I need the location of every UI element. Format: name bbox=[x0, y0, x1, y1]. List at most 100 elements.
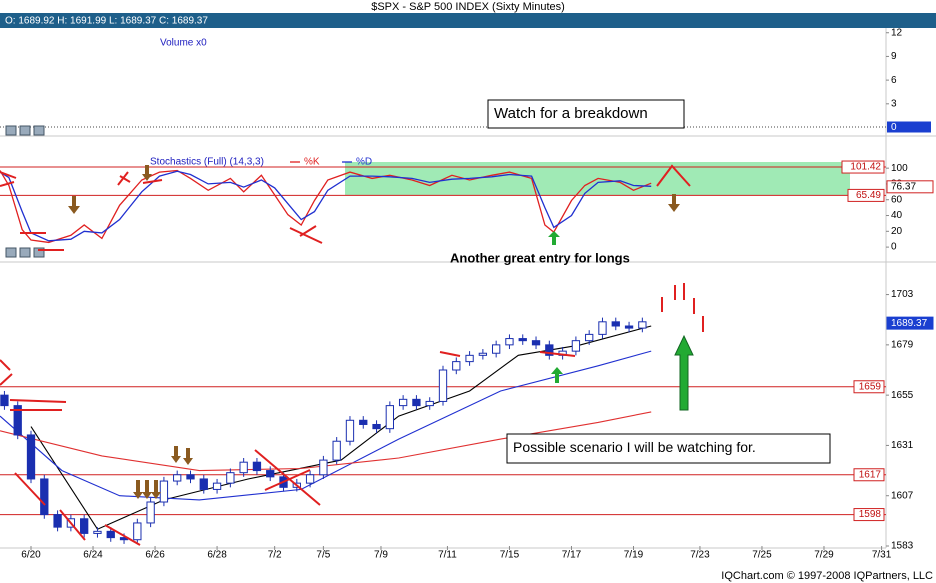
candle-body bbox=[571, 340, 581, 352]
x-tick-label: 6/26 bbox=[145, 550, 165, 561]
candle-body bbox=[212, 482, 222, 490]
x-tick-label: 6/24 bbox=[83, 550, 103, 561]
candle-body bbox=[359, 419, 368, 425]
candle-body bbox=[372, 423, 381, 430]
annotation: Possible scenario I will be watching for… bbox=[513, 439, 756, 455]
candle-body bbox=[133, 522, 142, 541]
candle-body bbox=[425, 400, 434, 407]
x-tick-label: 6/20 bbox=[21, 550, 41, 561]
candle-body bbox=[186, 474, 195, 480]
y-tick-label: 1703 bbox=[891, 289, 914, 300]
tick-box bbox=[887, 121, 931, 133]
candle-body bbox=[478, 352, 488, 356]
y-tick-label: 1607 bbox=[891, 490, 914, 501]
candle-body bbox=[438, 369, 448, 402]
candle-body bbox=[585, 333, 594, 342]
candle-body bbox=[518, 338, 527, 342]
candle-body bbox=[146, 501, 155, 524]
x-tick-label: 7/11 bbox=[438, 550, 457, 561]
level-label: 65.49 bbox=[856, 190, 881, 201]
y-tick-label: 1583 bbox=[891, 541, 914, 552]
candle-body bbox=[624, 325, 634, 329]
y-tick-label: 100 bbox=[891, 163, 908, 174]
candle-body bbox=[53, 514, 62, 528]
candle-body bbox=[173, 474, 182, 482]
candle-body bbox=[80, 518, 89, 534]
x-tick-label: 7/5 bbox=[316, 550, 330, 561]
y-tick-label: 40 bbox=[891, 210, 903, 221]
candle-body bbox=[226, 472, 235, 484]
panel-title: Stochastics (Full) (14,3,3) bbox=[150, 157, 264, 168]
x-tick-label: 7/23 bbox=[690, 550, 710, 561]
info-bar bbox=[0, 13, 936, 28]
candle-body bbox=[345, 419, 355, 442]
annotation: Another great entry for longs bbox=[450, 250, 630, 265]
candle-body bbox=[40, 478, 49, 516]
annotation-box bbox=[506, 433, 831, 464]
candle-body bbox=[465, 354, 474, 363]
chart-title: $SPX - S&P 500 INDEX (Sixty Minutes) bbox=[371, 1, 565, 13]
annotation: Watch for a breakdown bbox=[494, 105, 648, 122]
arrows bbox=[68, 165, 694, 499]
last-value-box bbox=[886, 180, 934, 194]
candle-body bbox=[305, 474, 315, 484]
panel-title: Volume x0 bbox=[160, 38, 207, 49]
ohlc-text: O: 1689.92 H: 1691.99 L: 1689.37 C: 1689… bbox=[5, 16, 208, 27]
panel-buttons[interactable] bbox=[5, 247, 45, 258]
last-value-label: 76.37 bbox=[891, 181, 916, 192]
candle-body bbox=[159, 480, 169, 503]
annotation-box bbox=[487, 99, 685, 129]
candle-body bbox=[199, 478, 208, 490]
y-tick-label: 3 bbox=[891, 98, 897, 109]
candle-body bbox=[398, 398, 408, 407]
candle-body bbox=[531, 340, 541, 346]
level-label: 1659 bbox=[859, 381, 882, 392]
candle-body bbox=[505, 338, 514, 346]
last-value-box bbox=[886, 316, 934, 330]
level-box bbox=[853, 468, 885, 482]
y-tick-label: 0 bbox=[891, 242, 897, 253]
candle-body bbox=[545, 344, 554, 356]
y-tick-label: 1655 bbox=[891, 390, 914, 401]
x-tick-label: 7/29 bbox=[814, 550, 834, 561]
moving-average bbox=[0, 411, 652, 472]
candle-body bbox=[492, 344, 501, 354]
candle-body bbox=[106, 530, 115, 539]
panel-buttons[interactable] bbox=[5, 125, 45, 136]
level-label: 1617 bbox=[859, 469, 882, 480]
level-label: 101.42 bbox=[850, 162, 881, 173]
level-label: 1598 bbox=[859, 509, 882, 520]
candle-body bbox=[452, 361, 461, 371]
x-tick-label: 7/2 bbox=[268, 550, 282, 561]
x-tick-label: 7/9 bbox=[374, 550, 388, 561]
drawn-lines bbox=[0, 164, 704, 546]
candle-body bbox=[266, 470, 275, 478]
y-tick-label: 0 bbox=[891, 122, 897, 133]
legend-label: %D bbox=[356, 157, 372, 168]
candle-body bbox=[26, 434, 36, 480]
x-tick-label: 7/15 bbox=[500, 550, 520, 561]
x-tick-label: 7/31 bbox=[872, 550, 892, 561]
candle-body bbox=[0, 394, 9, 407]
x-tick-label: 6/28 bbox=[207, 550, 227, 561]
y-tick-label: 9 bbox=[891, 51, 897, 62]
x-tick-label: 7/17 bbox=[562, 550, 582, 561]
y-tick-label: 60 bbox=[891, 194, 903, 205]
y-tick-label: 12 bbox=[891, 27, 903, 38]
candle-body bbox=[332, 440, 341, 461]
candle-body bbox=[385, 405, 394, 430]
candle-body bbox=[611, 321, 620, 327]
y-tick-label: 1631 bbox=[891, 440, 914, 451]
level-box bbox=[853, 380, 885, 394]
candle-body bbox=[93, 530, 102, 534]
candle-body bbox=[239, 461, 248, 474]
candle-body bbox=[598, 321, 607, 335]
legend-label: %K bbox=[304, 157, 320, 168]
candle-body bbox=[13, 405, 22, 436]
level-box bbox=[841, 160, 885, 174]
candle-body bbox=[412, 398, 421, 407]
candle-body bbox=[319, 459, 328, 476]
level-box bbox=[847, 188, 885, 202]
x-tick-label: 7/25 bbox=[752, 550, 772, 561]
